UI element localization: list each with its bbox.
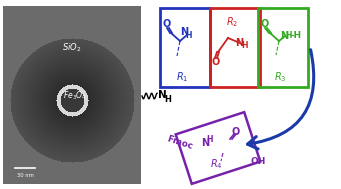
Text: O: O (261, 19, 269, 29)
Text: N: N (235, 38, 243, 48)
Text: $R_3$: $R_3$ (274, 70, 286, 84)
Text: N: N (280, 31, 288, 41)
Text: $R_1$: $R_1$ (176, 70, 188, 84)
Text: O: O (163, 19, 171, 29)
Text: O: O (212, 57, 220, 67)
Text: H: H (207, 136, 213, 145)
Text: H: H (286, 30, 292, 40)
Text: H: H (186, 30, 192, 40)
Text: –H: –H (290, 30, 302, 40)
Text: Fmoc: Fmoc (166, 135, 194, 151)
Text: OH: OH (250, 157, 266, 167)
Bar (176, 112, 260, 184)
Bar (160, 8, 210, 87)
Text: $Fe_3O_4$: $Fe_3O_4$ (63, 90, 87, 102)
Text: $SiO_2$: $SiO_2$ (62, 42, 82, 54)
Text: H: H (164, 94, 171, 104)
Bar (210, 8, 260, 87)
Text: 30 nm: 30 nm (17, 173, 33, 178)
FancyArrowPatch shape (248, 50, 314, 149)
Text: O: O (232, 127, 240, 137)
Text: H: H (242, 42, 248, 50)
Text: N: N (180, 27, 188, 37)
Text: $R_2$: $R_2$ (226, 15, 238, 29)
Bar (258, 8, 308, 87)
Text: $R_4$: $R_4$ (210, 157, 222, 171)
Text: N: N (158, 90, 167, 100)
Text: N: N (201, 138, 209, 148)
